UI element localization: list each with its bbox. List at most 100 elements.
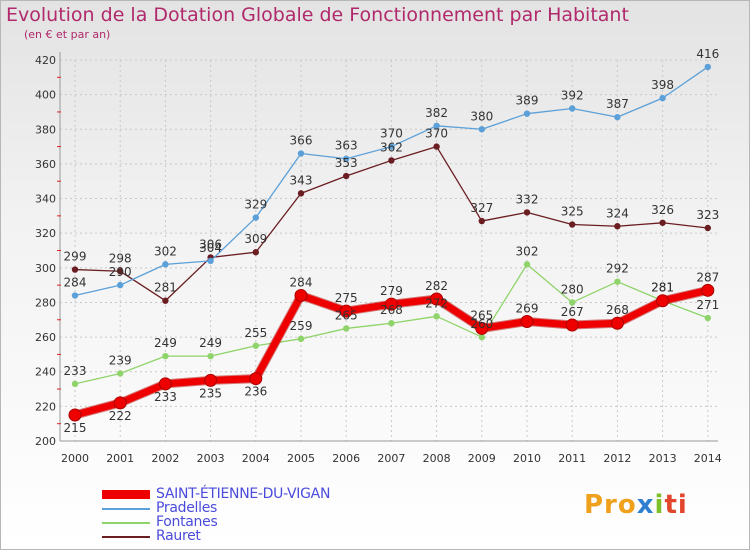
data-point [297,190,305,197]
data-label: 304 [199,241,222,255]
x-tick-label: 2014 [694,452,722,465]
data-label: 387 [606,97,629,111]
data-label: 306 [199,237,222,251]
data-point [343,325,350,332]
data-point [610,316,624,330]
chart-title: Evolution de la Dotation Globale de Fonc… [6,4,629,26]
data-point [478,217,485,225]
data-point [614,223,621,230]
y-tick-label: 400 [35,89,56,102]
legend-swatch [102,522,150,524]
x-tick-label: 2000 [61,452,89,465]
x-tick-label: 2011 [558,452,586,465]
data-point [569,105,576,112]
legend-swatch [102,536,150,538]
data-label: 323 [696,208,719,222]
data-point [565,318,579,332]
data-label: 271 [696,298,719,312]
legend-label: SAINT-ÉTIENNE-DU-VIGAN [156,486,331,502]
series-line [74,145,708,302]
data-point [704,63,711,71]
data-point [162,352,169,360]
data-point [113,396,127,410]
y-tick-label: 260 [35,331,56,344]
x-tick-label: 2002 [151,452,179,465]
data-label: 326 [651,203,674,217]
y-tick-label: 200 [35,435,56,448]
x-tick-label: 2006 [332,452,360,465]
x-tick-label: 2010 [513,452,541,465]
data-point [117,281,124,289]
y-tick-label: 360 [35,158,56,171]
x-tick-label: 2009 [468,452,496,465]
data-label: 259 [290,319,313,333]
y-tick-label: 240 [35,366,56,379]
data-point [252,342,259,349]
data-point [158,377,172,391]
data-point [297,335,305,343]
data-point [701,283,715,297]
data-label: 302 [154,244,177,258]
x-tick-label: 2005 [287,452,315,465]
legend-swatch [102,490,150,499]
data-label: 353 [335,156,358,170]
data-point [478,333,485,341]
data-point [71,266,79,273]
legend-label: Rauret [156,528,201,544]
data-point [433,122,440,130]
data-point [523,261,531,268]
y-tick-label: 220 [35,400,56,413]
legend-swatch [102,508,150,510]
data-point [614,278,621,285]
data-label: 236 [244,385,267,399]
data-label: 382 [425,106,448,120]
data-point [704,314,711,322]
data-label: 281 [651,281,674,295]
data-point [339,304,353,318]
x-tick-label: 2004 [242,452,270,465]
data-label: 380 [470,109,493,123]
data-label: 222 [109,409,132,423]
data-label: 370 [380,127,403,141]
data-point [343,155,350,162]
data-label: 284 [64,276,87,290]
data-label: 267 [561,305,584,319]
data-label: 309 [244,232,267,246]
data-point [656,294,670,308]
data-point [384,297,398,311]
data-label: 302 [516,244,539,258]
data-point [252,249,259,256]
legend-label: Pradelles [156,500,218,516]
data-label: 279 [380,284,403,298]
logo-part-2: x [636,490,655,520]
data-label: 268 [380,303,403,317]
data-point [294,289,308,303]
data-label: 249 [199,336,222,350]
x-tick-label: 2008 [423,452,451,465]
data-label: 298 [109,251,132,265]
data-label: 370 [425,127,448,141]
data-label: 299 [64,250,87,264]
data-point [388,143,395,150]
y-tick-label: 320 [35,227,56,240]
data-label: 287 [696,270,719,284]
data-point [430,292,444,306]
data-label: 255 [244,326,267,340]
data-point [71,292,79,299]
data-point [433,313,440,320]
data-label: 292 [606,262,629,276]
data-point [162,297,169,304]
data-label: 284 [290,276,313,290]
data-point [343,172,350,180]
data-point [388,320,395,327]
data-point [388,157,395,164]
data-label: 362 [380,140,403,154]
logo-part-4: ti [664,490,688,520]
data-point [249,372,263,386]
data-label: 233 [154,390,177,404]
data-label: 392 [561,88,584,102]
data-label: 239 [109,353,132,367]
x-tick-label: 2007 [377,452,405,465]
data-label: 281 [154,281,177,295]
logo-part-3: i [654,490,665,520]
